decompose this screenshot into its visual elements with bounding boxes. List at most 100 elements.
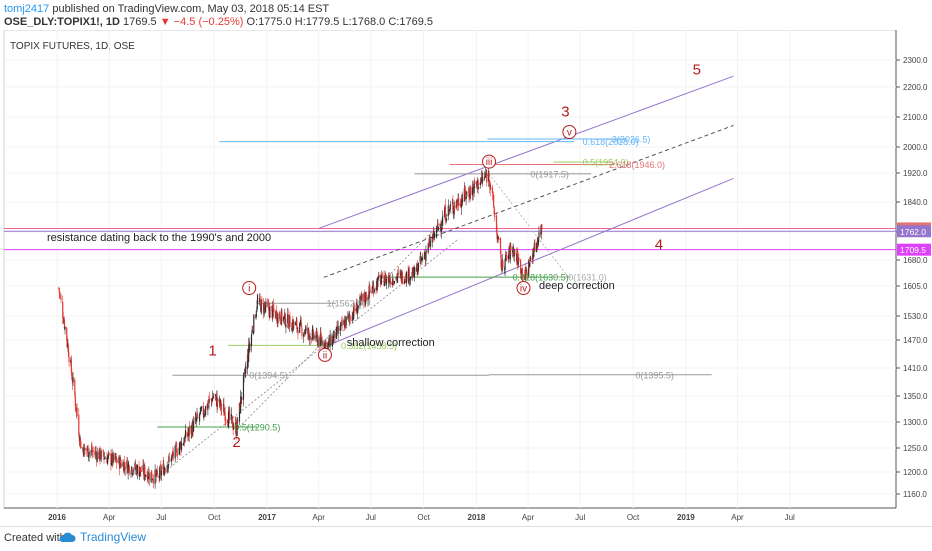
candle-body xyxy=(288,327,290,328)
candle-body xyxy=(186,431,188,437)
candle-body xyxy=(454,205,456,210)
candle-body xyxy=(413,267,416,278)
candle-body xyxy=(408,269,410,282)
candle-body xyxy=(409,276,412,280)
candle-body xyxy=(482,178,484,181)
candle-body xyxy=(312,330,315,338)
candle-body xyxy=(540,224,542,235)
candle-body xyxy=(428,243,430,245)
candle-body xyxy=(456,204,459,206)
candle-body xyxy=(499,238,502,254)
candle-body xyxy=(484,175,486,178)
candle-body xyxy=(437,223,439,229)
candle-body xyxy=(409,279,411,281)
candle-body xyxy=(135,463,137,470)
candle-body xyxy=(67,344,69,347)
candle-body xyxy=(357,308,359,314)
candle-body xyxy=(74,396,76,407)
candle-body xyxy=(337,326,339,334)
candle-body xyxy=(475,181,478,185)
x-tick-label: Oct xyxy=(417,513,430,522)
candle-body xyxy=(128,464,130,466)
wave-circle xyxy=(242,281,257,295)
price-badge-label: 1709.5 xyxy=(900,245,926,255)
wave-circle xyxy=(317,347,332,362)
candle-body xyxy=(264,306,266,307)
publication-line: tomj2417 published on TradingView.com, M… xyxy=(4,2,329,16)
y-tick-label: 1605.0 xyxy=(903,282,928,291)
candle-body xyxy=(220,402,222,410)
candle-body xyxy=(493,206,495,215)
candle-body xyxy=(323,342,325,349)
fib-level-label: 0.618(1630.5) xyxy=(513,273,569,283)
candle-body xyxy=(269,306,271,318)
candle-body xyxy=(340,322,342,327)
candle-body xyxy=(530,258,532,259)
y-tick-label: 1680.0 xyxy=(903,256,928,265)
candle-body xyxy=(473,181,475,193)
symbol-label: OSE_DLY:TOPIX1!, 1D xyxy=(4,16,120,28)
candle-body xyxy=(440,227,443,233)
candle-body xyxy=(184,435,186,442)
fib-level-label: 0.5(1290.5) xyxy=(234,422,280,432)
candle-body xyxy=(445,218,448,221)
candle-body xyxy=(83,444,85,457)
candle-body xyxy=(404,279,406,283)
candle-body xyxy=(297,329,299,335)
candle-body xyxy=(272,304,274,311)
candle-body xyxy=(372,285,374,286)
candle-body xyxy=(205,405,207,415)
candle-body xyxy=(304,329,307,334)
candle-body xyxy=(74,379,76,396)
candle-body xyxy=(520,259,522,274)
price-chart[interactable]: TOPIX FUTURES, 1D, OSE 0(1394.5) 0(1395.5… xyxy=(0,30,932,526)
wave-label: 2 xyxy=(232,434,240,451)
candle-body xyxy=(491,187,494,194)
candle-body xyxy=(124,467,126,470)
candle-body xyxy=(159,465,161,469)
candle-body xyxy=(273,308,275,313)
candle-body xyxy=(237,421,239,424)
annotation-text: deep correction xyxy=(539,280,615,292)
candle-body xyxy=(248,344,250,362)
candle-body xyxy=(510,245,512,251)
candle-body xyxy=(490,186,492,189)
candle-body xyxy=(506,256,508,259)
candle-body xyxy=(327,342,329,346)
candle-body xyxy=(325,341,327,352)
candle-body xyxy=(202,405,204,415)
candle-body xyxy=(246,354,249,369)
channel-lower-line xyxy=(327,177,734,346)
author-link[interactable]: tomj2417 xyxy=(4,3,50,15)
wave-label: iv xyxy=(520,284,527,295)
x-tick-label: 2017 xyxy=(258,513,276,522)
candle-body xyxy=(529,262,531,268)
candle-body xyxy=(417,268,419,275)
y-tick-label: 1200.0 xyxy=(903,468,928,477)
candle-body xyxy=(470,186,472,195)
candle-body xyxy=(79,438,82,449)
candle-body xyxy=(223,404,225,416)
candle-body xyxy=(67,346,70,357)
candle-body xyxy=(207,404,209,409)
candle-body xyxy=(279,317,281,322)
candle-body xyxy=(453,205,455,214)
candle-body xyxy=(128,465,130,474)
candle-body xyxy=(518,258,520,262)
candle-body xyxy=(289,316,291,328)
tradingview-logo[interactable]: TradingView xyxy=(58,530,146,544)
candle-body xyxy=(463,188,465,201)
candle-body xyxy=(268,304,270,311)
candle-body xyxy=(199,407,202,415)
x-tick-label: Apr xyxy=(522,513,535,522)
candle-body xyxy=(345,316,347,326)
candle-body xyxy=(244,369,246,372)
candle-body xyxy=(526,271,528,276)
published-text: published on TradingView.com, May 03, 20… xyxy=(52,3,330,15)
candle-body xyxy=(371,286,374,290)
wave-label: 3 xyxy=(561,104,569,121)
candle-body xyxy=(331,336,334,347)
candle-body xyxy=(240,396,242,413)
annotation-text: resistance dating back to the 1990's and… xyxy=(47,232,271,244)
candle-body xyxy=(377,275,379,280)
